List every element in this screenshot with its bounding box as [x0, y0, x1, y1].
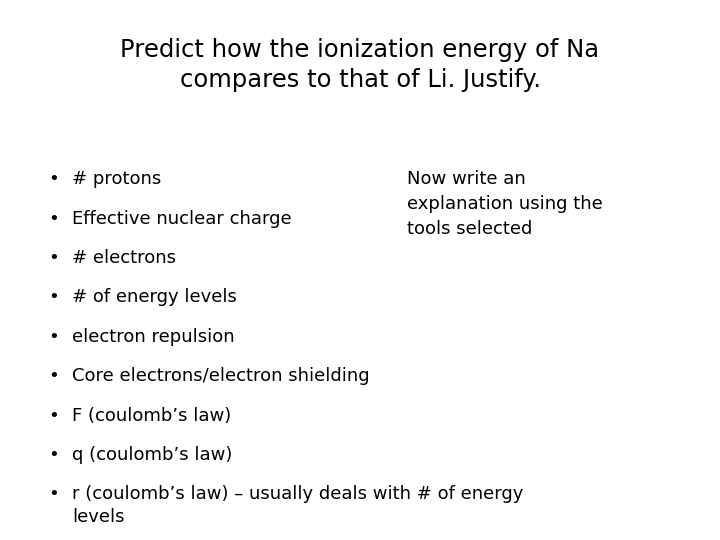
Text: Core electrons/electron shielding: Core electrons/electron shielding — [72, 367, 369, 385]
Text: Effective nuclear charge: Effective nuclear charge — [72, 210, 292, 227]
Text: Now write an
explanation using the
tools selected: Now write an explanation using the tools… — [407, 170, 603, 238]
Text: # of energy levels: # of energy levels — [72, 288, 237, 306]
Text: •: • — [49, 170, 59, 188]
Text: F (coulomb’s law): F (coulomb’s law) — [72, 407, 231, 424]
Text: •: • — [49, 328, 59, 346]
Text: q (coulomb’s law): q (coulomb’s law) — [72, 446, 233, 464]
Text: •: • — [49, 288, 59, 306]
Text: •: • — [49, 210, 59, 227]
Text: •: • — [49, 249, 59, 267]
Text: •: • — [49, 407, 59, 424]
Text: r (coulomb’s law) – usually deals with # of energy
levels: r (coulomb’s law) – usually deals with #… — [72, 485, 523, 526]
Text: •: • — [49, 446, 59, 464]
Text: electron repulsion: electron repulsion — [72, 328, 235, 346]
Text: Predict how the ionization energy of Na
compares to that of Li. Justify.: Predict how the ionization energy of Na … — [120, 38, 600, 92]
Text: # protons: # protons — [72, 170, 161, 188]
Text: •: • — [49, 485, 59, 503]
Text: •: • — [49, 367, 59, 385]
Text: # electrons: # electrons — [72, 249, 176, 267]
